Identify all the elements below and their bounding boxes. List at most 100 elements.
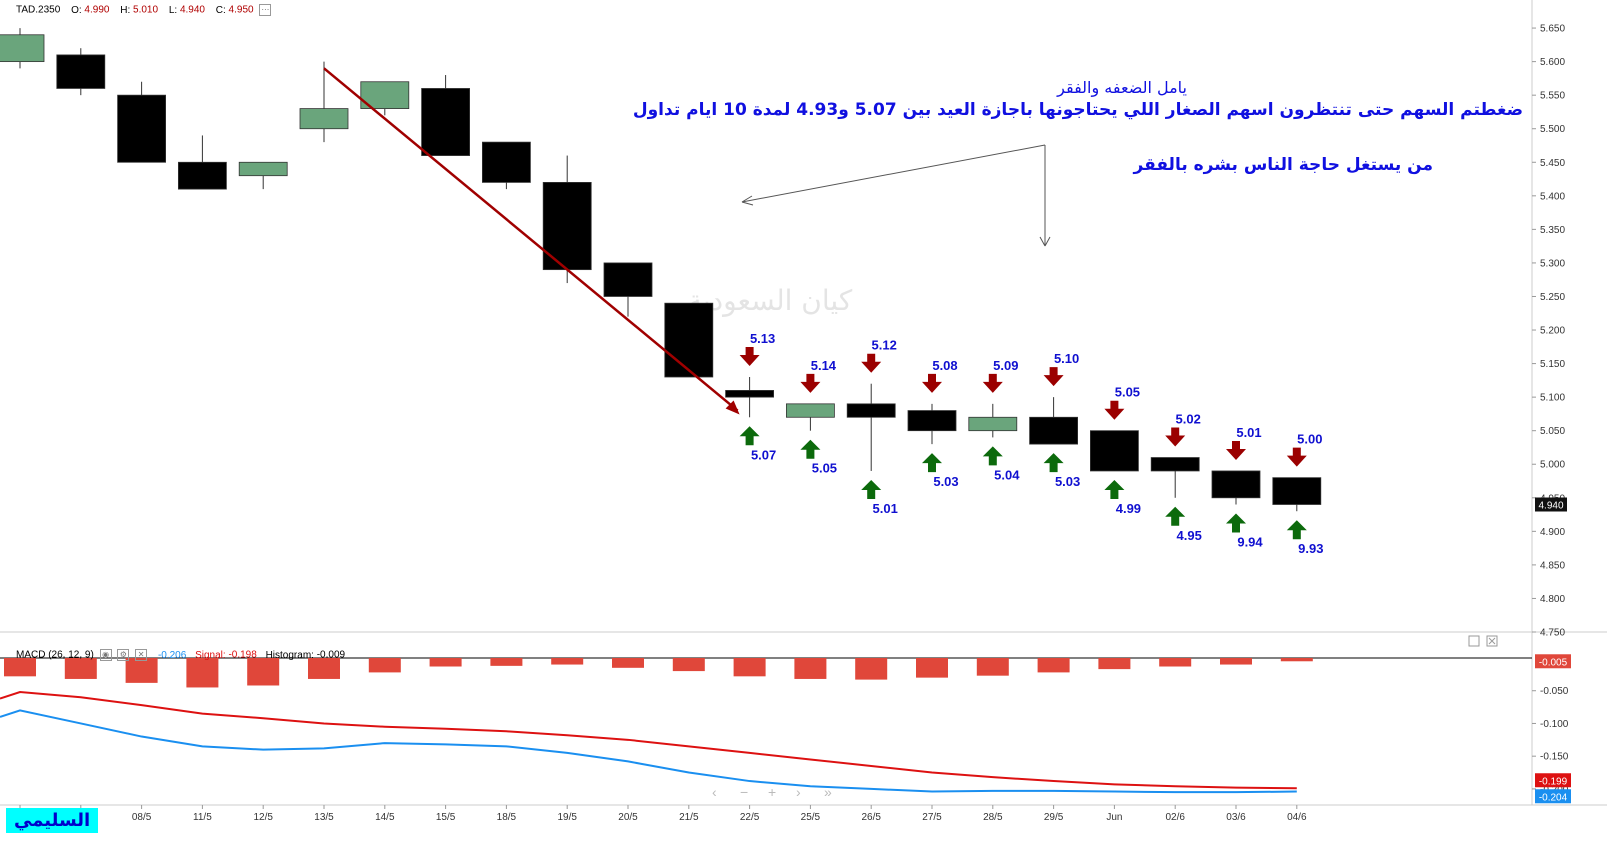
up-arrow-icon	[922, 453, 942, 473]
up-arrow-label: 4.99	[1116, 501, 1141, 516]
y-tick-label: 5.500	[1540, 124, 1565, 135]
down-arrow-label: 5.01	[1236, 425, 1261, 440]
down-arrow-label: 5.05	[1115, 385, 1140, 400]
close-pane-icon	[1486, 635, 1498, 647]
maximize-pane-icon	[1468, 635, 1480, 647]
histogram-badge-label: -0.005	[1539, 657, 1568, 668]
down-arrow-label: 5.02	[1176, 412, 1201, 427]
close-pane-x	[1488, 637, 1496, 645]
y-tick-label: 5.550	[1540, 91, 1565, 102]
candle-body	[117, 94, 166, 163]
y-tick-label: 5.150	[1540, 359, 1565, 370]
nav-control-icon: −	[740, 784, 748, 800]
candle-body	[907, 410, 957, 432]
trend-line-arrowhead	[725, 400, 740, 415]
symbol-label: TAD.2350	[16, 4, 61, 16]
annotation-line1: يامل الضعفه والفقر	[1057, 78, 1187, 97]
macd-histogram-bar	[1159, 658, 1192, 667]
candle-body	[786, 403, 835, 418]
x-tick-label: 29/5	[1044, 812, 1064, 823]
x-tick-label: 19/5	[557, 812, 577, 823]
up-arrow-icon	[1226, 513, 1246, 533]
x-tick-label: 25/5	[801, 812, 821, 823]
x-tick-label: 02/6	[1165, 812, 1185, 823]
candle-body	[1090, 430, 1139, 472]
macd-histogram-bar	[855, 658, 888, 680]
down-arrow-label: 5.09	[993, 358, 1018, 373]
x-tick-label: 27/5	[922, 812, 942, 823]
low-label: L:	[168, 4, 178, 16]
candle-body	[56, 54, 106, 89]
macd-histogram-bar	[733, 658, 766, 677]
candle-body	[177, 161, 227, 190]
signal-badge	[1535, 773, 1571, 788]
high-label: H:	[120, 4, 131, 16]
macd-histogram-bar	[672, 658, 705, 672]
nav-control-icon: ‹	[712, 784, 717, 800]
candle-body	[238, 161, 288, 177]
high-value: 5.010	[133, 4, 159, 16]
down-arrow-icon	[1226, 440, 1246, 460]
signal-label: Signal:	[195, 649, 226, 661]
up-arrow-label: 5.05	[812, 461, 837, 476]
nav-control-icon: ›	[796, 784, 801, 800]
close-label: C:	[215, 4, 226, 16]
y-tick-label: 4.850	[1540, 560, 1565, 571]
macd-histogram-bar	[1280, 658, 1313, 662]
macd-header: MACD (26, 12, 9) ◉ ⚙ ✕ -0.206 Signal: -0…	[16, 649, 345, 661]
up-arrow-icon	[982, 446, 1003, 466]
macd-histogram-bar	[186, 658, 219, 688]
visibility-icon[interactable]: ◉	[99, 649, 112, 661]
annotation-pointer-left	[741, 144, 1046, 203]
y-tick-label: 4.800	[1540, 594, 1565, 605]
up-arrow-icon	[861, 479, 882, 499]
down-arrow-icon	[1104, 400, 1125, 420]
macd-badge-label: -0.204	[1539, 792, 1568, 803]
up-arrow-label: 5.01	[873, 501, 898, 516]
macd-histogram-bar	[4, 658, 36, 677]
annotation-line2: ضغطتم السهم حتى تنتظرون اسهم الصغار اللي…	[632, 100, 1523, 120]
macd-histogram-bar	[247, 658, 280, 686]
y-tick-label: 4.750	[1540, 628, 1565, 639]
candle-body	[421, 88, 471, 156]
macd-histogram-bar	[64, 658, 97, 679]
candle-body	[1029, 416, 1078, 445]
annotation-line3: من يستغل حاجة الناس بشره بالفقر	[1133, 155, 1433, 175]
x-tick-label: 26/5	[861, 812, 881, 823]
macd-histogram-bar	[490, 658, 523, 666]
up-arrow-label: 9.93	[1298, 541, 1323, 556]
y-tick-label: 5.650	[1540, 24, 1565, 35]
candle-body	[481, 141, 531, 183]
x-tick-label: 28/5	[983, 812, 1003, 823]
down-arrow-icon	[1286, 447, 1307, 467]
macd-histogram-bar	[368, 658, 401, 673]
x-tick-label: 04/6	[1287, 812, 1307, 823]
ohlc-header: TAD.2350 O: 4.990 H: 5.010 L: 4.940 C: 4…	[16, 4, 272, 16]
watermark-text: كيان السعودية	[688, 284, 853, 317]
macd-value: -0.206	[157, 649, 187, 661]
candle-body	[0, 34, 45, 63]
up-arrow-icon	[1165, 506, 1186, 526]
close-icon[interactable]: ✕	[135, 649, 148, 661]
current-price-label: 4.940	[1538, 501, 1563, 512]
macd-histogram-bar	[976, 658, 1009, 676]
down-arrow-label: 5.13	[750, 331, 775, 346]
down-arrow-label: 5.12	[872, 338, 897, 353]
macd-badge	[1535, 789, 1571, 804]
close-value: 4.950	[228, 4, 254, 16]
header-menu-icon[interactable]: ⋯	[259, 4, 272, 16]
y-tick-label: 5.350	[1540, 225, 1565, 236]
macd-histogram-bar	[551, 658, 584, 665]
macd-line	[0, 709, 1297, 794]
down-arrow-label: 5.14	[811, 358, 837, 373]
settings-icon[interactable]: ⚙	[117, 649, 130, 661]
up-arrow-label: 5.04	[994, 467, 1020, 482]
macd-title: MACD (26, 12, 9)	[16, 649, 94, 661]
up-arrow-label: 5.07	[751, 447, 776, 462]
macd-histogram-bar	[612, 658, 644, 668]
current-price-badge	[1535, 497, 1567, 512]
y-tick-label: 5.600	[1540, 57, 1565, 68]
x-tick-label: 22/5	[740, 812, 760, 823]
